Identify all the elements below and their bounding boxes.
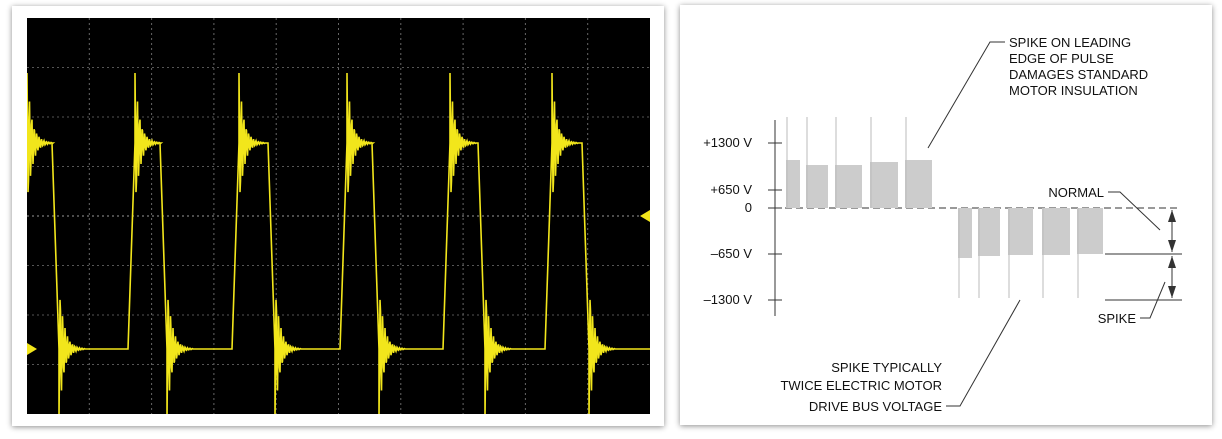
callout-line: DAMAGES STANDARD: [1009, 67, 1148, 82]
page: +1300 V +650 V 0 –650 V –1300 V SPIKE ON LEA…: [0, 0, 1222, 434]
axis-label: +1300 V: [703, 135, 752, 150]
spike-label: SPIKE: [1098, 311, 1137, 326]
callout-line: SPIKE TYPICALLY: [831, 360, 942, 375]
axis-label: 0: [745, 200, 752, 215]
axis-label: –650 V: [711, 246, 753, 261]
pulse: [870, 162, 898, 208]
callout-line: MOTOR INSULATION: [1009, 83, 1138, 98]
pulse: [1008, 208, 1033, 255]
callout-line: TWICE ELECTRIC MOTOR: [780, 378, 942, 393]
figure: +1300 V +650 V 0 –650 V –1300 V SPIKE ON LEA…: [0, 0, 1222, 434]
pulse: [1077, 208, 1103, 254]
pulse: [806, 165, 828, 208]
pulse: [905, 160, 932, 208]
callout-line: SPIKE ON LEADING: [1009, 35, 1131, 50]
axis-label: –1300 V: [704, 292, 753, 307]
axis-label: +650 V: [710, 182, 752, 197]
callout-line: DRIVE BUS VOLTAGE: [809, 399, 942, 414]
pulse: [978, 208, 1000, 256]
normal-label: NORMAL: [1048, 185, 1104, 200]
pulse: [786, 160, 800, 208]
pulse: [835, 165, 862, 208]
pulse: [958, 208, 972, 258]
pulse: [1042, 208, 1070, 255]
callout-line: EDGE OF PULSE: [1009, 51, 1114, 66]
